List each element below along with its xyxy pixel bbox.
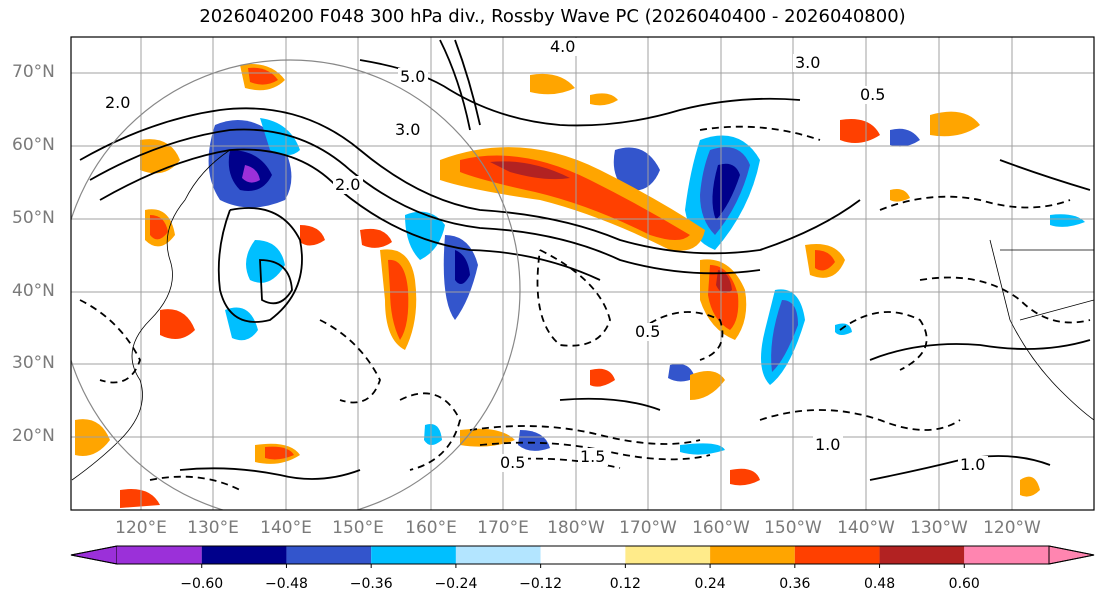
lon-label: 130°W <box>910 518 968 538</box>
colorbar-segment <box>286 546 372 564</box>
map-frame <box>70 36 1095 511</box>
colorbar-segment <box>879 546 965 564</box>
contour-label: 3.0 <box>395 120 420 139</box>
colorbar-segment <box>540 546 626 564</box>
contour-label-layer: 4.0 5.0 3.0 2.0 0.5 1.0 1.5 0.5 2.0 3.0 0.5 1.0 <box>103 37 988 474</box>
lon-label: 140°W <box>837 518 895 538</box>
colorbar-segment <box>371 546 456 564</box>
colorbar-tick-label: −0.24 <box>434 576 478 592</box>
lat-lon-grid <box>71 37 1094 510</box>
colorbar-tick-label: −0.12 <box>519 576 563 592</box>
contour-label: 0.5 <box>635 322 660 341</box>
colorbar-segment <box>710 546 795 564</box>
colorbar-tick-label: 0.12 <box>609 576 641 592</box>
colorbar-min-extend <box>70 545 118 565</box>
colorbar-tick-label: −0.48 <box>265 576 308 592</box>
lon-label: 150°E <box>332 518 384 538</box>
map-title: 2026040200 F048 300 hPa div., Rossby Wav… <box>199 6 906 27</box>
contour-label: 0.5 <box>860 85 885 104</box>
contour-label: 4.0 <box>550 37 575 56</box>
contour-label: 1.0 <box>960 455 985 474</box>
negative-contours <box>79 125 1091 491</box>
colorbar-segment <box>964 546 1049 564</box>
contour-label: 0.5 <box>500 453 525 472</box>
lon-label: 150°W <box>764 518 822 538</box>
lon-label: 140°E <box>260 518 312 538</box>
lat-label: 20°N <box>12 426 55 446</box>
colorbar-tick-label: 0.36 <box>779 576 811 592</box>
lon-label: 160°W <box>692 518 750 538</box>
colorbar-tick-label: −0.60 <box>180 576 224 592</box>
range-circle <box>71 59 521 510</box>
colorbar-tick-label: 0.24 <box>694 576 726 592</box>
lat-label: 70°N <box>12 62 55 82</box>
contour-label: 1.0 <box>815 435 840 454</box>
lat-label: 60°N <box>12 135 55 155</box>
contour-label: 2.0 <box>335 175 360 194</box>
lon-label: 120°E <box>115 518 167 538</box>
colorbar-max-extend <box>1048 545 1095 565</box>
contour-label: 2.0 <box>105 93 130 112</box>
colorbar-segment <box>117 546 202 564</box>
lon-label: 120°W <box>983 518 1041 538</box>
contour-label: 5.0 <box>400 67 425 86</box>
lon-label: 180°W <box>547 518 605 538</box>
contour-label: 1.5 <box>580 447 605 466</box>
coastlines <box>71 149 1094 481</box>
lon-label: 170°W <box>619 518 677 538</box>
colorbar-tick-label: 0.60 <box>948 576 980 592</box>
divergence-shading <box>75 64 1085 508</box>
lat-label: 30°N <box>12 353 55 373</box>
lat-label: 50°N <box>12 208 55 228</box>
lon-label: 160°E <box>405 518 457 538</box>
colorbar-segment <box>625 546 711 564</box>
colorbar-tick-label: 0.48 <box>863 576 896 592</box>
lat-label: 40°N <box>12 281 55 301</box>
contour-label: 3.0 <box>795 53 820 72</box>
lon-label: 170°E <box>477 518 529 538</box>
colorbar-segment <box>455 546 541 564</box>
colorbar-segment <box>201 546 287 564</box>
lon-label: 130°E <box>187 518 239 538</box>
colorbar-tick-label: −0.36 <box>349 576 393 592</box>
colorbar-segment <box>794 546 880 564</box>
